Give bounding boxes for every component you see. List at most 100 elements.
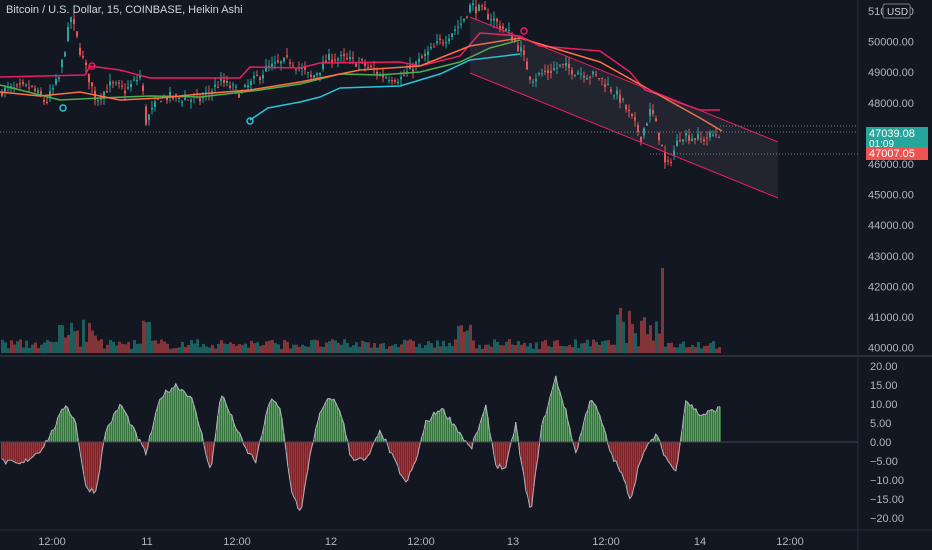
candle-body xyxy=(427,51,429,55)
volume-bar xyxy=(580,343,583,353)
volume-bar xyxy=(142,320,145,353)
price-tick-label: 43000.00 xyxy=(868,251,914,263)
candle-body xyxy=(478,4,480,11)
volume-bar xyxy=(601,341,604,353)
candles xyxy=(1,0,720,169)
volume-bar xyxy=(565,346,568,353)
oscillator-bar xyxy=(37,442,39,454)
volume-bar xyxy=(58,325,61,353)
candle-body xyxy=(49,90,51,98)
candle-body xyxy=(385,77,387,79)
candle-body xyxy=(598,78,600,80)
oscillator-bar xyxy=(413,442,415,465)
oscillator-bar xyxy=(279,408,281,442)
volume-bar xyxy=(256,342,259,353)
volume-bar xyxy=(265,341,268,353)
candle-body xyxy=(631,113,633,117)
oscillator-bar xyxy=(39,442,41,453)
candle-body xyxy=(475,6,477,14)
oscillator-bar xyxy=(75,423,77,442)
oscillator-bar xyxy=(555,375,557,442)
oscillator-bar xyxy=(363,442,365,461)
candle-body xyxy=(250,81,252,85)
candle-body xyxy=(394,79,396,82)
volume-bar xyxy=(214,348,217,353)
oscillator-bar xyxy=(331,400,333,442)
volume-bar xyxy=(157,343,160,353)
candle-body xyxy=(280,61,282,64)
volume-bar xyxy=(352,345,355,353)
oscillator-bar xyxy=(631,442,633,496)
candle-body xyxy=(571,69,573,75)
volume-bar xyxy=(49,341,52,353)
candle-body xyxy=(622,98,624,100)
oscillator-bar xyxy=(125,412,127,442)
candle-body xyxy=(583,75,585,78)
candle-body xyxy=(88,73,90,83)
candle-body xyxy=(97,100,99,102)
volume-bar xyxy=(391,345,394,353)
volume-bar xyxy=(202,343,205,353)
volume-bar xyxy=(556,340,559,353)
oscillator-bar xyxy=(63,408,65,442)
volume-bar xyxy=(307,346,310,353)
volume-bar xyxy=(652,340,655,353)
volume-bar xyxy=(676,347,679,353)
oscillator-bar xyxy=(675,442,677,471)
volume-bar xyxy=(592,339,595,353)
price-tick-label: 41000.00 xyxy=(868,312,914,324)
oscillator-bar xyxy=(329,398,331,442)
oscillator-bar xyxy=(709,410,711,442)
oscillator-bar xyxy=(245,442,247,448)
candle-body xyxy=(421,56,423,59)
volume-bar xyxy=(697,341,700,353)
oscillator-bar xyxy=(359,442,361,458)
candle-body xyxy=(295,69,297,71)
candle-body xyxy=(592,71,594,75)
candle-body xyxy=(430,47,432,49)
candle-body xyxy=(343,54,345,57)
candle-body xyxy=(658,132,660,141)
candle-body xyxy=(181,101,183,103)
time-tick-label: 13 xyxy=(507,536,519,548)
volume-bar xyxy=(196,339,199,353)
oscillator-bar xyxy=(169,392,171,442)
volume-bar xyxy=(508,339,511,353)
oscillator-bar xyxy=(695,408,697,442)
oscillator-bar xyxy=(665,442,667,457)
candle-body xyxy=(136,79,138,82)
oscillator-bar xyxy=(209,442,211,468)
oscillator-bar xyxy=(57,417,59,442)
oscillator-bar xyxy=(375,438,377,442)
oscillator-bar xyxy=(9,442,11,461)
volume-bar xyxy=(553,340,556,353)
volume-bar xyxy=(532,348,535,353)
volume-bar xyxy=(361,340,364,353)
candle-body xyxy=(319,72,321,76)
oscillator-bar xyxy=(291,442,293,493)
oscillator-bar xyxy=(61,409,63,442)
candle-body xyxy=(85,62,87,66)
oscillator-bar xyxy=(469,442,471,447)
volume-bar xyxy=(619,307,622,353)
volume-bar xyxy=(31,344,34,353)
oscillator-bar xyxy=(487,417,489,442)
volume-bar xyxy=(472,340,475,353)
candle-body xyxy=(253,76,255,79)
oscillator-bar xyxy=(533,442,535,487)
oscillator-bar xyxy=(447,419,449,442)
oscillator-bar xyxy=(507,442,509,457)
oscillator-bar xyxy=(551,391,553,442)
candle-body xyxy=(142,85,144,91)
oscillator-bar xyxy=(449,417,451,442)
oscillator-bar xyxy=(223,397,225,442)
volume-bar xyxy=(370,347,373,353)
oscillator-bar xyxy=(17,442,19,464)
candle-body xyxy=(157,98,159,100)
candle-body xyxy=(565,63,567,66)
oscillator-bar xyxy=(25,442,27,459)
oscillator-bar xyxy=(33,442,35,456)
oscillator-bar xyxy=(617,442,619,467)
oscillator-bar xyxy=(81,442,83,463)
